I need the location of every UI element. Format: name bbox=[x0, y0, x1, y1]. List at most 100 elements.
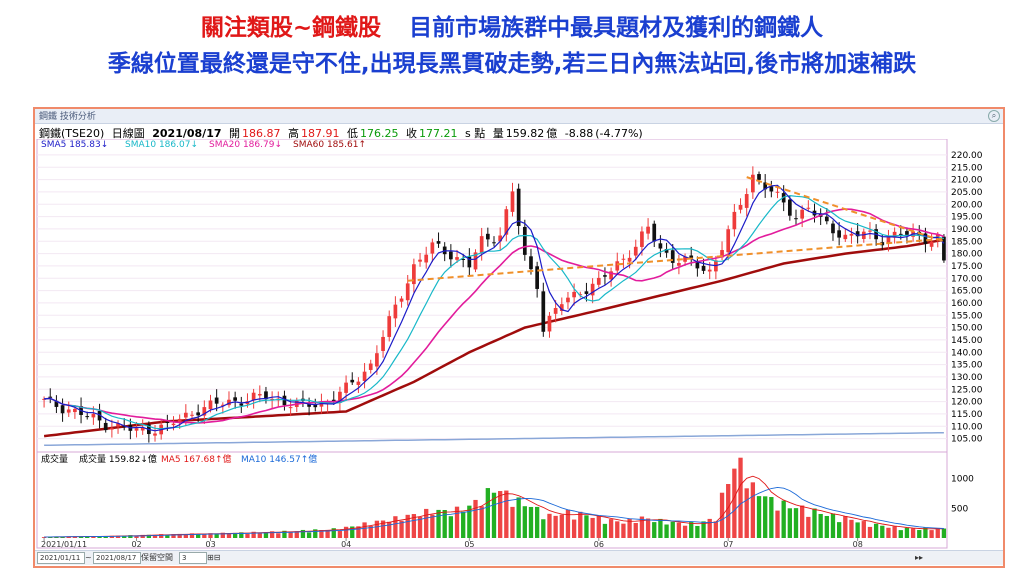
volume-bar bbox=[183, 534, 188, 538]
volume-bar bbox=[269, 531, 275, 538]
volume-bar bbox=[904, 527, 910, 538]
volume-bar bbox=[202, 533, 207, 538]
volume-bar bbox=[109, 535, 115, 538]
candle-body bbox=[313, 404, 318, 408]
volume-bar bbox=[565, 509, 571, 538]
candle-body bbox=[794, 218, 798, 220]
magnifier-icon[interactable]: ⌕ bbox=[988, 110, 1000, 122]
x-tick-label: 06 bbox=[594, 540, 604, 549]
sma60-line bbox=[43, 238, 945, 438]
volume-bar bbox=[171, 534, 176, 538]
volume-bar bbox=[836, 522, 842, 538]
candle-body bbox=[529, 256, 533, 270]
candle-body bbox=[510, 191, 515, 212]
to-date-field[interactable]: 2021/08/17 bbox=[93, 552, 141, 564]
headline-line2: 季線位置最終還是守不住,出現長黑貫破走勢,若三日內無法站回,後市將加速補跌 bbox=[107, 51, 917, 77]
keep-space-field[interactable]: 3 bbox=[179, 552, 207, 564]
volume-bar bbox=[695, 525, 700, 538]
low-label: 低 bbox=[347, 127, 358, 140]
candle-body bbox=[183, 412, 188, 418]
volume-bar bbox=[374, 520, 380, 538]
legend-sma5: SMA5 185.83↓ bbox=[41, 140, 108, 150]
candle-body bbox=[85, 416, 90, 418]
candle-body bbox=[553, 308, 558, 314]
volume-bar bbox=[300, 529, 306, 538]
volume-bar bbox=[590, 517, 595, 538]
volume-bar bbox=[189, 533, 195, 538]
volume-ma10-line bbox=[44, 486, 944, 538]
candle-body bbox=[535, 266, 539, 289]
candle-body bbox=[744, 194, 749, 208]
candle-body bbox=[516, 188, 521, 226]
candle-body bbox=[572, 291, 576, 298]
candle-body bbox=[214, 397, 219, 404]
price-tick-label: 165.00 bbox=[951, 287, 983, 297]
window-titlebar: 鋼鐵 技術分析 ⌕ bbox=[35, 109, 1003, 124]
candle-body bbox=[331, 399, 336, 402]
candle-body bbox=[763, 182, 768, 190]
high-label: 高 bbox=[288, 127, 299, 140]
candle-body bbox=[66, 409, 71, 413]
volume-bar bbox=[787, 508, 792, 538]
candle-body bbox=[97, 410, 102, 421]
volume-bar bbox=[491, 492, 497, 538]
candle-body bbox=[208, 400, 213, 410]
volume-bar bbox=[276, 533, 281, 538]
candle-body bbox=[60, 405, 65, 414]
candle-body bbox=[492, 242, 496, 244]
candle-body bbox=[609, 271, 613, 280]
candle-body bbox=[387, 316, 392, 337]
candle-body bbox=[381, 336, 385, 352]
candle-body bbox=[251, 392, 256, 401]
plus-minus-icon[interactable]: ⊞⊟ bbox=[207, 553, 221, 562]
from-date-field[interactable]: 2021/01/11 bbox=[37, 552, 85, 564]
price-tick-label: 145.00 bbox=[951, 336, 983, 346]
price-tick-label: 150.00 bbox=[951, 324, 983, 334]
volume-bar bbox=[417, 516, 423, 538]
volume-bar bbox=[214, 534, 219, 538]
volume-bar bbox=[226, 533, 232, 538]
volume-label: 量 bbox=[492, 127, 504, 140]
candle-body bbox=[658, 243, 663, 249]
candle-body bbox=[122, 426, 127, 428]
candle-body bbox=[923, 233, 928, 244]
close-label: 收 bbox=[406, 127, 417, 140]
volume-bar bbox=[177, 533, 182, 538]
candle-body bbox=[640, 231, 644, 247]
volume-bar bbox=[128, 535, 133, 538]
volume-bar bbox=[553, 515, 558, 538]
price-tick-label: 105.00 bbox=[951, 435, 983, 445]
open-value: 186.87 bbox=[242, 127, 281, 140]
volume-bar bbox=[670, 521, 675, 538]
price-tick-label: 110.00 bbox=[951, 422, 983, 432]
candle-body bbox=[399, 298, 404, 302]
volume-bar bbox=[103, 536, 108, 538]
candle-body bbox=[615, 261, 620, 271]
status-bar: 2021/01/11 ~ 2021/08/17 保留空間 3 ⊞⊟ ▸▸ bbox=[35, 550, 1003, 565]
candle-body bbox=[356, 381, 361, 385]
headline-blue: 目前市場族群中最具題材及獲利的鋼鐵人 bbox=[409, 15, 824, 41]
candle-body bbox=[757, 174, 761, 180]
volume-bar bbox=[473, 499, 478, 538]
candle-body bbox=[905, 231, 909, 235]
volume-bar bbox=[245, 533, 250, 538]
volume-bar bbox=[528, 506, 534, 538]
candle-body bbox=[831, 223, 835, 234]
candle-body bbox=[455, 257, 459, 260]
scroll-right-icon[interactable]: ▸▸ bbox=[915, 553, 924, 562]
volume-bar bbox=[516, 497, 521, 538]
volume-bar bbox=[331, 528, 336, 538]
candle-body bbox=[48, 396, 53, 398]
volume-bar bbox=[387, 521, 392, 538]
candle-body bbox=[202, 407, 207, 416]
candle-body bbox=[886, 237, 891, 243]
volume-value: 159.82 bbox=[505, 127, 545, 140]
candle-body bbox=[54, 400, 59, 407]
candle-body bbox=[239, 403, 244, 406]
chart-window: 鋼鐵 技術分析 ⌕ 鋼鐵(TSE20) 日線圖 2021/08/17 開 186.… bbox=[33, 107, 1005, 568]
candle-body bbox=[695, 261, 700, 269]
candle-body bbox=[596, 277, 601, 285]
x-tick-label: 02 bbox=[132, 540, 142, 549]
volume-bar bbox=[343, 526, 349, 538]
candle-body bbox=[270, 398, 274, 400]
